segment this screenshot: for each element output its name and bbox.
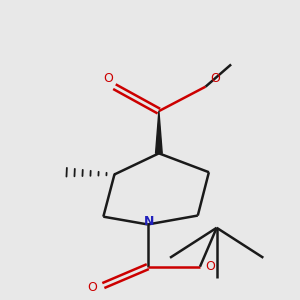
Text: O: O — [205, 260, 215, 273]
Text: N: N — [144, 215, 154, 228]
Text: O: O — [87, 281, 97, 294]
Polygon shape — [156, 111, 162, 153]
Text: O: O — [103, 72, 113, 85]
Text: O: O — [211, 72, 220, 85]
